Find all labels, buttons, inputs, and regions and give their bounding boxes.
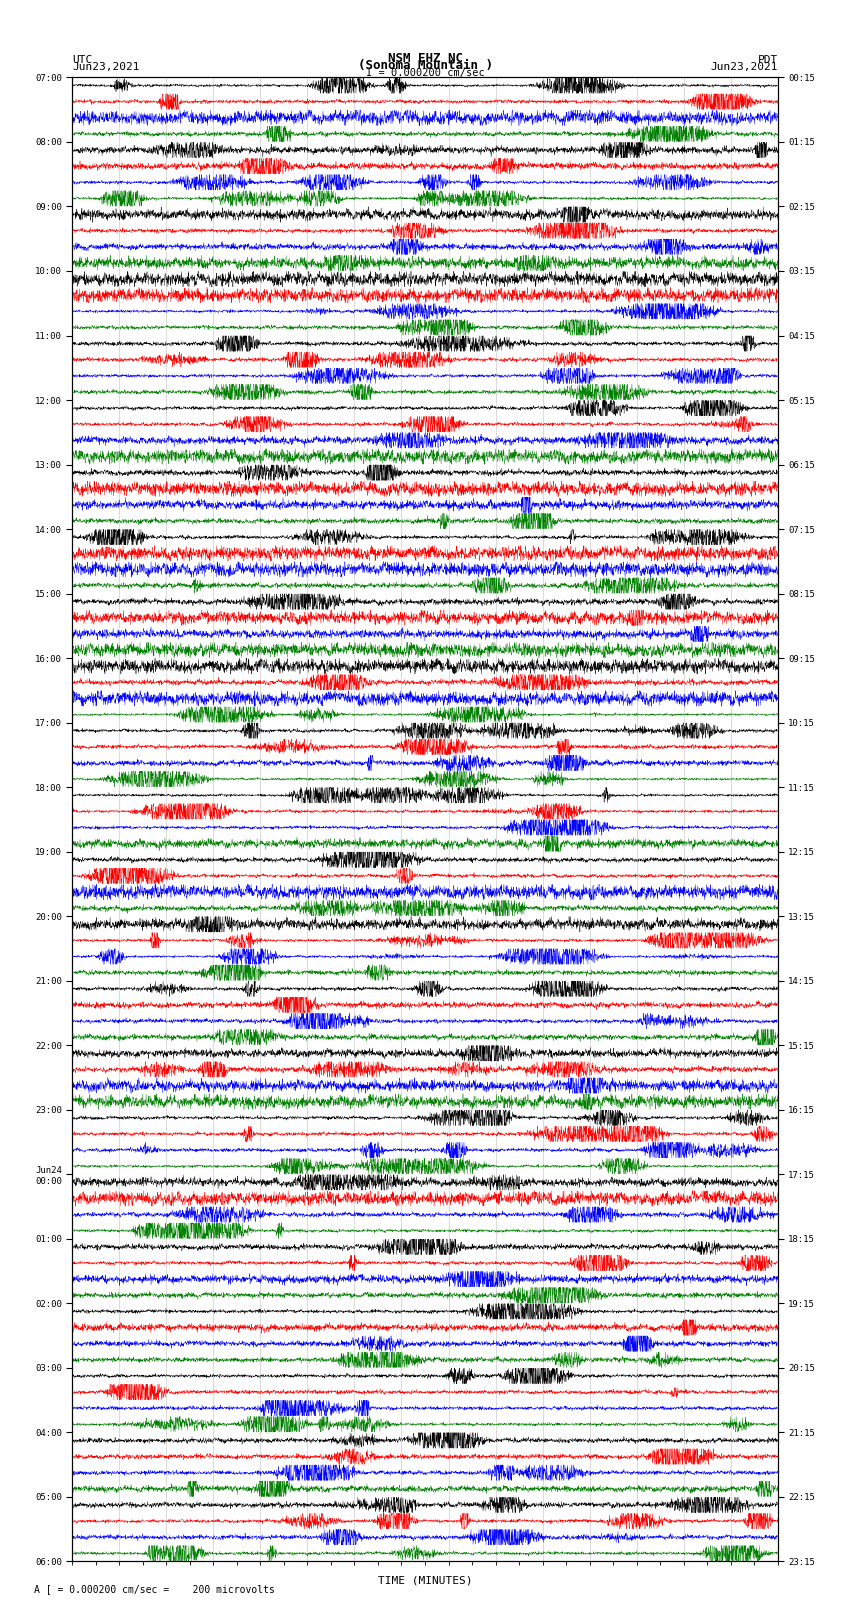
- Text: (Sonoma Mountain ): (Sonoma Mountain ): [358, 58, 492, 71]
- Text: I = 0.000200 cm/sec: I = 0.000200 cm/sec: [366, 68, 484, 77]
- Text: NSM EHZ NC: NSM EHZ NC: [388, 52, 462, 65]
- Text: Jun23,2021: Jun23,2021: [72, 61, 139, 71]
- Text: Jun23,2021: Jun23,2021: [711, 61, 778, 71]
- X-axis label: TIME (MINUTES): TIME (MINUTES): [377, 1576, 473, 1586]
- Text: UTC: UTC: [72, 55, 93, 65]
- Text: PDT: PDT: [757, 55, 778, 65]
- Text: A [ = 0.000200 cm/sec =    200 microvolts: A [ = 0.000200 cm/sec = 200 microvolts: [34, 1584, 275, 1594]
